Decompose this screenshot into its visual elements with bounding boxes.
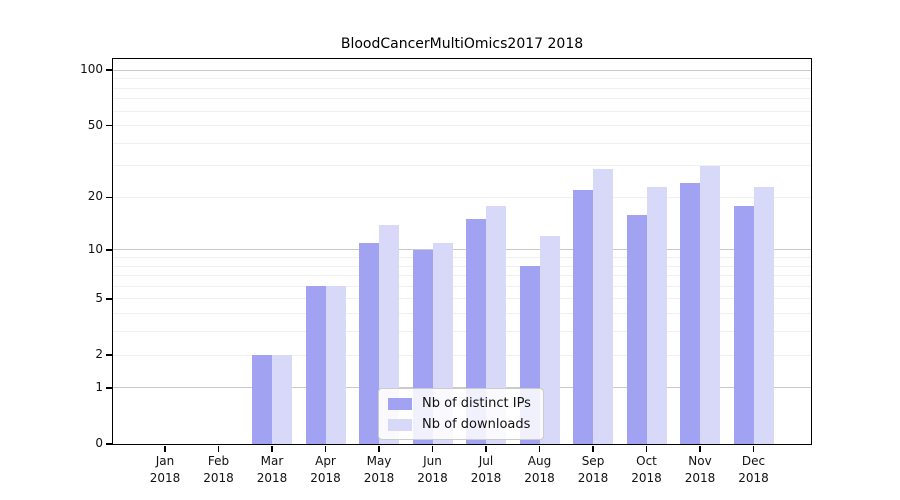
bar-distinct-ips-oct	[626, 214, 647, 444]
gridline-80	[113, 87, 811, 89]
legend: Nb of distinct IPs Nb of downloads	[378, 388, 544, 440]
gridline-6	[113, 285, 811, 287]
x-tick-mark-apr	[324, 445, 327, 452]
bar-downloads-oct	[646, 186, 667, 444]
gridline-20	[113, 196, 811, 198]
gridline-60	[113, 110, 811, 112]
y-tick-mark-10	[106, 249, 112, 251]
gridline-2	[113, 354, 811, 356]
gridline-40	[113, 142, 811, 144]
x-tick-label-mar: Mar 2018	[256, 454, 288, 485]
gridline-100	[113, 69, 811, 71]
x-tick-label-nov: Nov 2018	[684, 454, 716, 485]
x-tick-mark-jun	[431, 445, 434, 452]
chart-title: BloodCancerMultiOmics2017 2018	[340, 36, 584, 52]
x-tick-mark-sep	[592, 445, 594, 452]
x-tick-label-may: May 2018	[363, 454, 395, 485]
gridline-3	[113, 331, 811, 333]
y-tick-mark-2	[106, 354, 112, 356]
bar-distinct-ips-mar	[252, 355, 272, 444]
y-tick-mark-1	[106, 387, 112, 389]
y-tick-mark-5	[106, 298, 112, 300]
legend-label-downloads: Nb of downloads	[422, 417, 531, 432]
y-tick-mark-0	[106, 443, 112, 445]
x-tick-label-jan: Jan 2018	[149, 454, 181, 485]
gridline-50	[113, 125, 811, 127]
gridline-9	[113, 257, 811, 259]
y-tick-label-1: 1	[95, 379, 103, 394]
x-tick-label-sep: Sep 2018	[577, 454, 609, 485]
plot-area: Nb of distinct IPs Nb of downloads	[112, 58, 812, 445]
gridline-70	[113, 98, 811, 100]
bar-distinct-ips-may	[359, 242, 379, 444]
y-tick-label-100: 100	[80, 62, 103, 77]
legend-item-distinct-ips: Nb of distinct IPs	[388, 396, 531, 411]
x-tick-label-feb: Feb 2018	[203, 454, 234, 485]
x-tick-label-aug: Aug 2018	[524, 454, 555, 485]
x-tick-mark-aug	[538, 445, 541, 452]
gridline-4	[113, 313, 811, 315]
gridline-7	[113, 275, 811, 277]
bar-downloads-sep	[593, 168, 613, 444]
y-tick-label-10: 10	[87, 241, 103, 256]
y-tick-label-0: 0	[95, 436, 103, 450]
bar-distinct-ips-dec	[733, 205, 754, 444]
bar-downloads-dec	[753, 186, 774, 444]
bar-downloads-nov	[700, 165, 720, 444]
gridline-8	[113, 265, 811, 267]
y-tick-label-20: 20	[87, 189, 103, 204]
gridline-10	[113, 249, 811, 251]
x-tick-label-jul: Jul 2018	[470, 454, 502, 485]
y-tick-label-5: 5	[95, 290, 103, 305]
bar-distinct-ips-nov	[680, 183, 700, 444]
legend-label-distinct-ips: Nb of distinct IPs	[422, 396, 531, 411]
bar-downloads-jul	[486, 205, 506, 444]
gridline-5	[113, 298, 811, 300]
y-tick-mark-50	[106, 124, 112, 127]
x-tick-label-jun: Jun 2018	[417, 454, 448, 485]
x-tick-mark-mar	[271, 445, 273, 452]
x-tick-mark-jul	[485, 445, 487, 452]
bar-downloads-apr	[325, 286, 346, 444]
y-tick-label-2: 2	[95, 347, 103, 362]
gridline-30	[113, 165, 811, 167]
bar-distinct-ips-apr	[305, 286, 326, 444]
gridline-1	[113, 387, 811, 389]
legend-swatch-distinct-ips	[388, 397, 412, 410]
y-tick-mark-20	[106, 196, 112, 199]
bar-downloads-aug	[539, 236, 560, 444]
y-tick-label-50: 50	[87, 117, 103, 132]
x-tick-label-oct: Oct 2018	[631, 454, 662, 485]
x-tick-mark-may	[378, 445, 380, 452]
x-tick-mark-nov	[699, 445, 701, 452]
x-tick-label-apr: Apr 2018	[310, 454, 341, 485]
gridline-90	[113, 78, 811, 80]
bar-downloads-mar	[272, 355, 292, 444]
x-tick-mark-feb	[217, 445, 220, 452]
bar-distinct-ips-jul	[466, 219, 486, 444]
legend-swatch-downloads	[388, 418, 412, 431]
x-tick-mark-oct	[645, 445, 648, 452]
x-tick-mark-dec	[752, 445, 755, 452]
bar-distinct-ips-sep	[573, 190, 593, 444]
y-tick-mark-100	[106, 69, 112, 71]
x-tick-label-dec: Dec 2018	[738, 454, 769, 485]
x-tick-mark-jan	[164, 445, 166, 452]
legend-item-downloads: Nb of downloads	[388, 417, 531, 432]
